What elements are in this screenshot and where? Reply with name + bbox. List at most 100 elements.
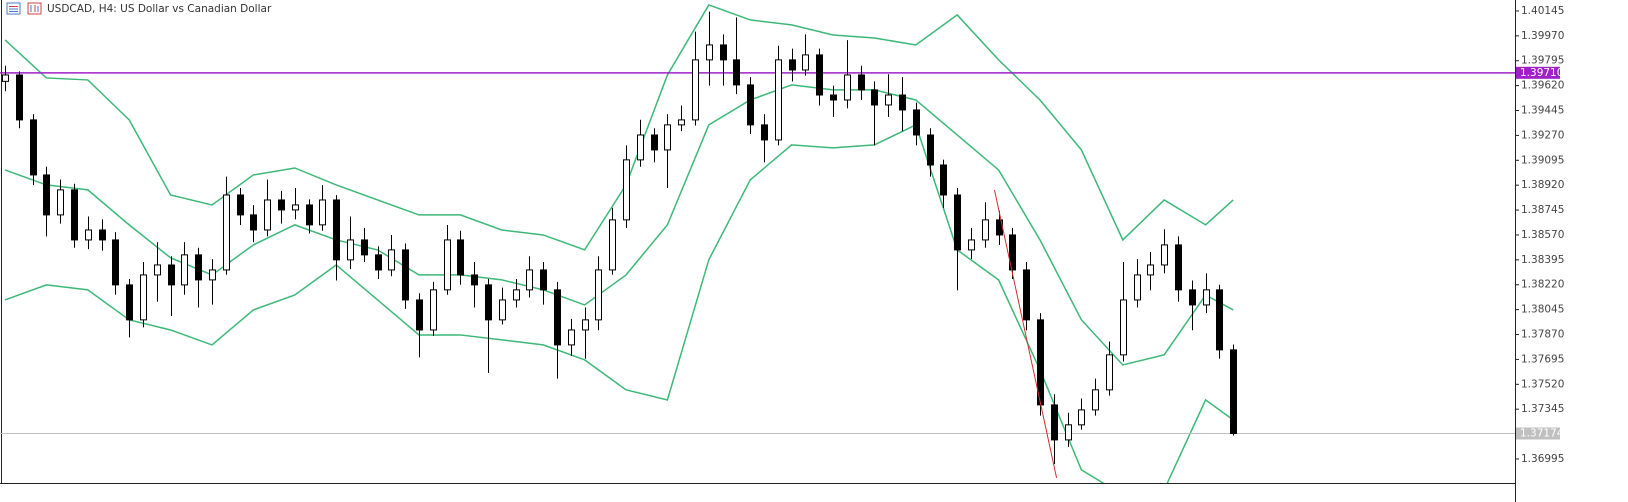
candle-body [140, 274, 147, 321]
candle-body [1147, 264, 1154, 276]
candle-body [1092, 389, 1099, 411]
trend-line [993, 189, 1058, 478]
y-tick-label: 1.38045 [1521, 304, 1564, 316]
candle-body [706, 44, 713, 61]
candle-body [637, 134, 644, 161]
candle-body [278, 199, 285, 211]
candle-body [1065, 424, 1072, 441]
candle-body [444, 239, 451, 291]
candle-body [913, 109, 920, 136]
candle-body [126, 284, 133, 321]
candle-body [485, 284, 492, 321]
y-tick-label: 1.39095 [1521, 154, 1564, 166]
y-tick-label: 1.39445 [1521, 105, 1564, 117]
chart-title: USDCAD, H4: US Dollar vs Canadian Dollar [47, 3, 272, 15]
candle-body [430, 289, 437, 331]
candle-body [1230, 349, 1237, 435]
candle-body [871, 89, 878, 106]
y-tick-label: 1.39970 [1521, 30, 1564, 42]
candle-body [43, 174, 50, 216]
candle-body [789, 59, 796, 71]
candle-body [16, 74, 23, 121]
current-price-label: 1.37174 [1520, 428, 1564, 440]
candle-body [209, 269, 216, 281]
toolbar-icons [6, 2, 42, 15]
y-tick-label: 1.38570 [1521, 229, 1564, 241]
candle-body [844, 74, 851, 101]
candle-body [361, 239, 368, 256]
candle-body [747, 84, 754, 126]
candle-body [1023, 269, 1030, 321]
candle-body [416, 299, 423, 331]
candle-body [927, 134, 934, 166]
candle-body [471, 274, 478, 286]
candle-body [720, 44, 727, 61]
candle-body [223, 194, 230, 271]
candle-body [57, 189, 64, 216]
candle-body [623, 159, 630, 221]
candle-body [664, 124, 671, 151]
candle-body [71, 189, 78, 241]
candle-body [1120, 299, 1127, 356]
candle-body [99, 229, 106, 241]
y-tick-label: 1.37345 [1521, 403, 1564, 415]
y-tick-label: 1.38220 [1521, 279, 1564, 291]
y-tick-label: 1.38395 [1521, 254, 1564, 266]
candle-body [154, 264, 161, 276]
candle-body [733, 59, 740, 86]
candle-body [761, 124, 768, 141]
candle-body [513, 289, 520, 301]
candle-body [195, 254, 202, 281]
candle-body [830, 94, 837, 101]
candle-body [885, 94, 892, 106]
y-tick-label: 1.38920 [1521, 179, 1564, 191]
candle-body [816, 54, 823, 96]
y-tick-label: 1.37870 [1521, 329, 1564, 341]
level-price-label: 1.39710 [1520, 67, 1563, 79]
candle-body [858, 74, 865, 91]
candle-body [899, 94, 906, 111]
candle-body [1009, 234, 1016, 271]
candle-body [582, 319, 589, 331]
candle-body [595, 269, 602, 321]
candle-body [237, 194, 244, 216]
candle-body [1161, 244, 1168, 266]
candle-body [292, 204, 299, 211]
candle-body [1078, 409, 1085, 426]
candle-body [678, 119, 685, 126]
candle-body [982, 219, 989, 241]
candle-body [1051, 404, 1058, 441]
candle-body [2, 74, 9, 82]
candle-body [181, 254, 188, 286]
candle-body [264, 199, 271, 231]
y-tick-label: 1.39620 [1521, 80, 1564, 92]
candle-body [388, 249, 395, 271]
y-tick-label: 1.38745 [1521, 204, 1564, 216]
candle-body [306, 204, 313, 226]
candle-body [968, 239, 975, 251]
candle-body [940, 164, 947, 196]
y-tick-label: 1.37520 [1521, 378, 1564, 390]
candle-body [1175, 244, 1182, 291]
y-tick-label: 1.39795 [1521, 55, 1564, 67]
candle-body [692, 59, 699, 121]
candle-body [375, 254, 382, 271]
candle-body [347, 239, 354, 261]
candle-body [333, 199, 340, 261]
candle-body [319, 199, 326, 226]
candle-body [554, 289, 561, 346]
candle-body [85, 229, 92, 241]
bollinger-lower [4, 123, 1234, 483]
candle-body [568, 329, 575, 346]
candle-body [402, 249, 409, 301]
candle-body [1106, 354, 1113, 391]
candle-body [457, 239, 464, 276]
level-price-tag [1516, 66, 1560, 79]
candle-body [30, 119, 37, 176]
candle-body [168, 264, 175, 286]
candle-body [540, 269, 547, 291]
candle-body [526, 269, 533, 291]
y-tick-label: 1.40145 [1521, 5, 1564, 17]
